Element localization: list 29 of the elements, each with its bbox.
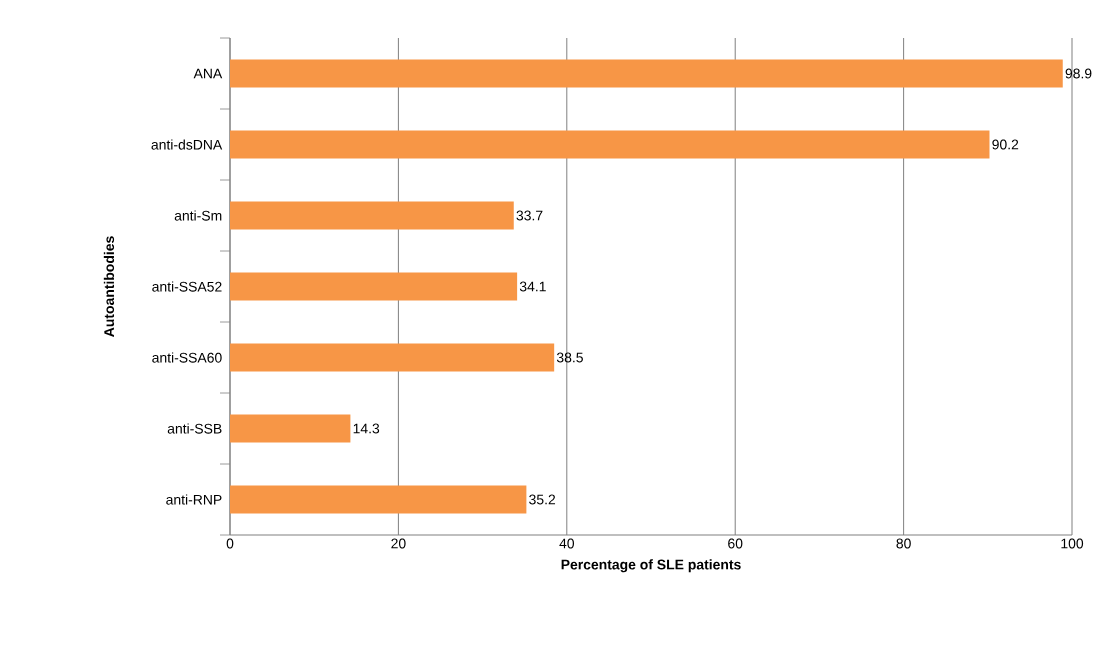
bar (230, 485, 527, 514)
y-tick-label: anti-dsDNA (151, 139, 223, 150)
bar (230, 272, 518, 301)
data-label: 90.2 (992, 139, 1019, 150)
x-tick-label: 40 (559, 538, 575, 549)
data-label: 33.7 (516, 210, 543, 221)
x-axis-title: Percentage of SLE patients (561, 559, 741, 573)
x-tick-label: 0 (226, 538, 234, 549)
bar (230, 414, 351, 443)
y-tick-label: ANA (193, 68, 223, 79)
y-axis-title: Autoantibodies (103, 236, 115, 337)
x-tick-label: 80 (896, 538, 911, 549)
bar (230, 201, 514, 230)
y-tick-label: anti-RNP (166, 494, 222, 505)
x-tick-label: 100 (1061, 538, 1084, 549)
data-label: 14.3 (353, 423, 380, 434)
y-tick-label: anti-SSA60 (152, 352, 222, 363)
x-tick-label: 20 (391, 538, 406, 549)
bar (230, 130, 990, 159)
data-label: 34.1 (519, 281, 546, 292)
data-label: 98.9 (1065, 68, 1092, 79)
bar (230, 59, 1063, 88)
bar (230, 343, 555, 372)
y-tick-label: anti-SSB (167, 423, 222, 434)
y-tick-label: anti-Sm (174, 210, 222, 221)
x-tick-label: 60 (728, 538, 743, 549)
y-tick-label: anti-SSA52 (152, 281, 222, 292)
data-label: 38.5 (556, 352, 583, 363)
data-label: 35.2 (529, 494, 556, 505)
